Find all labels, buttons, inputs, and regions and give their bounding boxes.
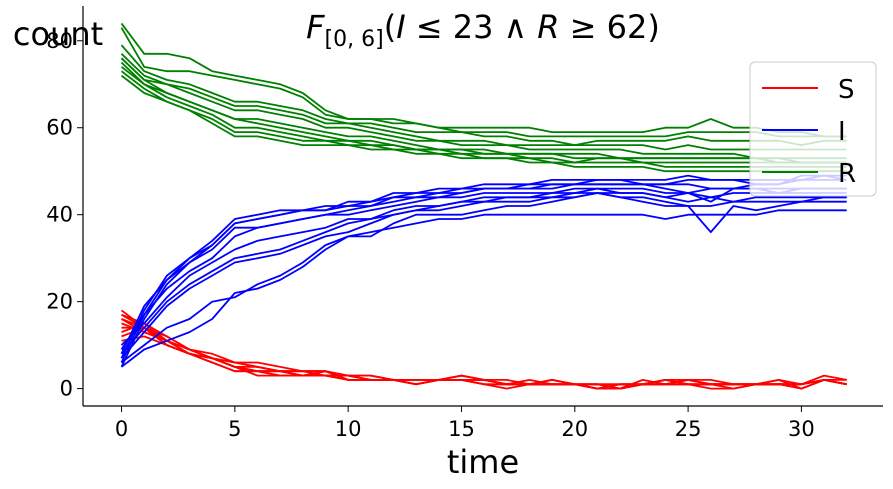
series-line-r-27 [120,70,847,168]
series-line-i-19 [120,209,847,368]
series-line-r-28 [120,74,847,173]
y-tick-label: 60 [46,116,73,140]
y-axis-label: count [13,15,103,53]
x-tick-label: 10 [335,417,362,441]
legend-label-r: R [838,159,856,189]
series-line-s-8 [121,318,847,390]
series-line-r-23 [120,53,847,151]
series-line-i-14 [120,187,847,350]
x-axis-label: time [447,443,519,481]
series-line-s-0 [120,309,847,390]
y-ticks: 0 20 40 60 80 [46,29,83,401]
series-line-r-22 [120,44,847,147]
series-line-i-18 [120,192,847,364]
series-line-r-25 [120,61,847,164]
series-line-s-9 [121,313,847,390]
x-tick-label: 0 [115,417,128,441]
series-line-i-17 [120,192,847,359]
series-line-s-1 [121,313,847,390]
chart-title: F[0, 6](I ≤ 23 ∧ R ≥ 62) [306,8,660,52]
legend-label-s: S [838,75,855,105]
series-line-s-2 [121,318,847,390]
series-layer [120,22,847,390]
series-line-r-26 [120,66,847,164]
x-ticks: 0 5 10 15 20 25 30 [115,406,815,441]
series-line-r-20 [120,22,847,138]
x-tick-label: 25 [675,417,702,441]
series-line-s-4 [121,326,847,386]
series-line-r-29 [120,57,847,164]
x-tick-label: 5 [228,417,241,441]
series-line-i-16 [120,187,847,355]
series-line-s-5 [121,322,847,390]
x-tick-label: 15 [448,417,475,441]
series-line-s-3 [121,322,847,390]
legend-label-i: I [838,117,846,147]
series-line-i-11 [120,174,847,363]
y-tick-label: 20 [46,290,73,314]
y-tick-label: 40 [46,203,73,227]
legend: S I R [749,61,877,197]
series-line-i-15 [120,192,847,346]
series-line-r-21 [120,27,847,138]
series-line-i-12 [120,174,847,359]
y-tick-label: 80 [46,29,73,53]
series-line-i-10 [120,178,847,368]
x-tick-label: 30 [788,417,815,441]
series-line-r-24 [120,57,847,160]
x-tick-label: 20 [561,417,588,441]
y-tick-label: 0 [60,377,73,401]
